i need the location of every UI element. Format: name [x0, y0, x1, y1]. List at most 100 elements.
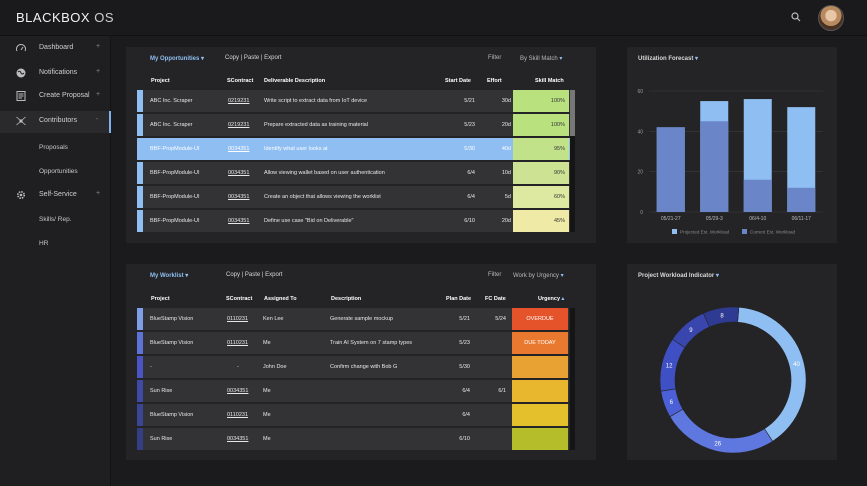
cell-contract[interactable]: 0034351	[228, 194, 250, 200]
opportunities-filter-select[interactable]: By Skill Match ▾	[520, 56, 563, 62]
table-row[interactable]: BlueStamp Vision 0110231 Me 6/4	[137, 404, 569, 426]
col-project[interactable]: Project	[151, 78, 170, 84]
opportunities-title[interactable]: My Opportunities ▾	[150, 56, 205, 62]
workload-donut-chart: 40 26 6 12 9 8	[659, 306, 807, 454]
col-assigned-to[interactable]: Assigned To	[264, 296, 297, 302]
y-tick-label: 20	[637, 170, 643, 176]
nav-notifications[interactable]: Notifications +	[0, 63, 111, 85]
worklist-title[interactable]: My Worklist ▾	[150, 273, 189, 279]
cell-contract[interactable]: 0110231	[227, 412, 249, 418]
bar-current[interactable]	[656, 127, 685, 212]
cell-contract[interactable]: 0110231	[227, 340, 249, 346]
expand-icon[interactable]: +	[96, 43, 101, 50]
nav-create-proposal[interactable]: Create Proposal +	[0, 86, 111, 108]
worklist-filter-label: Filter	[488, 272, 502, 278]
cell-contract[interactable]: 0034351	[227, 436, 249, 442]
utilization-title[interactable]: Utilization Forecast ▾	[638, 56, 699, 62]
table-row[interactable]: ABC Inc. Scraper 0219231 Write script to e…	[137, 90, 570, 112]
x-tick-label: 05/21-27	[661, 216, 681, 222]
donut-slice[interactable]	[737, 306, 807, 442]
nav-contributors-label: Contributors	[39, 117, 78, 124]
cell-plan-date: 5/30	[459, 364, 470, 370]
cell-contract[interactable]: -	[237, 364, 239, 370]
donut-slice[interactable]	[669, 408, 774, 454]
col-skill-match[interactable]: Skill Match	[535, 78, 564, 84]
collapse-icon[interactable]: -	[96, 116, 99, 123]
expand-icon[interactable]: +	[96, 91, 101, 98]
bar-current[interactable]	[743, 179, 772, 212]
app-logo[interactable]: BLACKBOX OS	[16, 10, 114, 25]
table-row[interactable]: Sun Rise 0034351 Me 6/10	[137, 428, 569, 450]
cell-contract[interactable]: 0219231	[228, 98, 250, 104]
nav-hr[interactable]: HR	[39, 240, 49, 247]
nav-skills-rep[interactable]: Skills/ Rep.	[39, 216, 72, 223]
cell-contract[interactable]: 0034351	[228, 146, 250, 152]
nav-dashboard-label: Dashboard	[39, 44, 74, 51]
table-row[interactable]: BBF-PropModule-UI 0034351 Identify what us…	[137, 138, 570, 160]
col-plan-date[interactable]: Plan Date	[446, 296, 472, 302]
user-avatar[interactable]	[818, 5, 844, 31]
bar-current[interactable]	[700, 121, 729, 212]
col-description[interactable]: Description	[331, 296, 362, 302]
worklist-scrollbar[interactable]	[570, 308, 575, 450]
table-row[interactable]: BBF-PropModule-UI 0034351 Create an object…	[137, 186, 570, 208]
urgency-cell	[512, 428, 568, 450]
bar-current[interactable]	[787, 187, 816, 212]
donut-slice[interactable]	[702, 306, 740, 328]
col-scontract[interactable]: SContract	[226, 296, 253, 302]
globe-icon	[16, 68, 26, 78]
skill-match-cell: 60%	[513, 186, 569, 208]
table-row[interactable]: Sun Rise 0034351 Me 6/4 6/1	[137, 380, 569, 402]
opportunities-actions[interactable]: Copy | Paste | Export	[225, 55, 282, 61]
cell-project: BBF-PropModule-UI	[150, 218, 200, 224]
opportunities-scroll-thumb[interactable]	[570, 90, 575, 136]
cell-plan-date: 5/21	[459, 316, 470, 322]
cell-assigned-to: Me	[263, 412, 271, 418]
nav-self-service-label: Self-Service	[39, 191, 77, 198]
cell-contract[interactable]: 0110231	[227, 316, 249, 322]
cell-contract[interactable]: 0034351	[228, 170, 250, 176]
row-stripe	[137, 332, 143, 354]
cell-project: BlueStamp Vision	[150, 340, 194, 346]
table-row[interactable]: BlueStamp Vision 0110231 Ken Lee Generate s…	[137, 308, 569, 330]
workload-title[interactable]: Project Workload Indicator ▾	[638, 273, 719, 279]
search-icon[interactable]	[791, 12, 801, 22]
urgency-cell	[512, 404, 568, 426]
col-scontract[interactable]: SContract	[227, 78, 254, 84]
table-row[interactable]: BBF-PropModule-UI 0034351 Define use case …	[137, 210, 570, 232]
cell-project: Sun Rise	[150, 436, 173, 442]
legend-swatch	[742, 229, 747, 234]
table-row[interactable]: ABC Inc. Scraper 0219231 Prepare extracted…	[137, 114, 570, 136]
expand-icon[interactable]: +	[96, 190, 101, 197]
gear-icon	[16, 190, 26, 200]
nav-proposals[interactable]: Proposals	[39, 144, 68, 151]
col-project[interactable]: Project	[151, 296, 170, 302]
cell-contract[interactable]: 0034351	[227, 388, 249, 394]
col-fc-date[interactable]: FC Date	[485, 296, 506, 302]
opportunities-scrollbar[interactable]	[570, 90, 575, 232]
worklist-actions[interactable]: Copy | Paste | Export	[226, 272, 283, 278]
expand-icon[interactable]: +	[96, 68, 101, 75]
table-row[interactable]: BlueStamp Vision 0110231 Me Train AI System…	[137, 332, 569, 354]
cell-description: Create an object that allows viewing the…	[264, 194, 381, 200]
table-row[interactable]: BBF-PropModule-UI 0034351 Allow viewing wa…	[137, 162, 570, 184]
nav-create-proposal-label: Create Proposal	[39, 92, 90, 99]
nav-dashboard[interactable]: Dashboard +	[0, 38, 111, 60]
nav-opportunities[interactable]: Opportunities	[39, 168, 78, 175]
col-urgency[interactable]: Urgency ▴	[538, 296, 565, 302]
donut-slice[interactable]	[659, 338, 686, 392]
cell-start-date: 5/30	[464, 146, 475, 152]
cell-plan-date: 6/4	[462, 388, 470, 394]
cell-effort: 20d	[501, 218, 511, 224]
worklist-filter-select[interactable]: Work by Urgency ▾	[513, 273, 564, 279]
nav-contributors[interactable]: Contributors -	[0, 111, 111, 133]
nav-self-service[interactable]: Self-Service +	[0, 185, 111, 207]
col-effort[interactable]: Effort	[487, 78, 502, 84]
network-icon	[16, 116, 26, 126]
cell-contract[interactable]: 0034351	[228, 218, 250, 224]
col-start-date[interactable]: Start Date	[445, 78, 471, 84]
table-row[interactable]: - - John Doe Confirm change with Bob G 5/30	[137, 356, 569, 378]
urgency-cell: DUE TODAY	[512, 332, 568, 354]
col-deliverable[interactable]: Deliverable Description	[264, 78, 326, 84]
cell-contract[interactable]: 0219231	[228, 122, 250, 128]
